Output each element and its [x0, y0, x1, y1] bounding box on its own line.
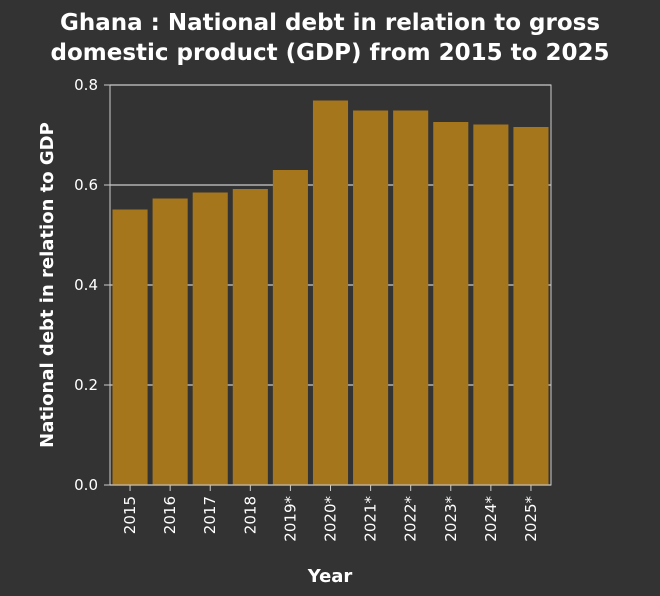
- bar-2018: [232, 189, 268, 485]
- x-tick-label: 2024*: [482, 496, 500, 542]
- chart-title-line-2: domestic product (GDP) from 2015 to 2025: [51, 40, 610, 66]
- bar-2015: [112, 209, 148, 485]
- y-tick-label: 0.6: [74, 176, 98, 194]
- plot-frame: [109, 84, 552, 486]
- axes: [104, 84, 552, 491]
- x-tick-label: 2023*: [442, 496, 460, 542]
- bar-2023: [433, 122, 469, 485]
- x-tick-label: 2016: [161, 496, 179, 534]
- x-tick-label: 2018: [241, 496, 259, 534]
- bar-2025: [513, 127, 549, 485]
- y-tick-label: 0.8: [74, 76, 98, 94]
- bar-2020: [312, 100, 349, 485]
- y-tick-label: 0.2: [74, 376, 98, 394]
- x-tick-label: 2025*: [522, 496, 540, 542]
- x-tick-label: 2017: [201, 496, 219, 534]
- bar-2022: [393, 110, 429, 485]
- x-tick-label: 2015: [121, 496, 139, 534]
- chart-title-line-1: Ghana : National debt in relation to gro…: [60, 10, 600, 36]
- x-axis-title: Year: [307, 566, 353, 587]
- bar-2021: [353, 110, 389, 485]
- y-tick-label: 0.4: [74, 276, 98, 294]
- y-tick-labels: 0.0 0.2 0.4 0.6 0.8: [74, 76, 98, 494]
- bar-2017: [192, 192, 228, 485]
- x-tick-label: 2021*: [362, 496, 380, 542]
- bar-2024: [473, 124, 509, 485]
- bar-2019: [272, 170, 308, 485]
- bars: [112, 100, 549, 485]
- x-tick-label: 2022*: [402, 496, 420, 542]
- x-tick-label: 2020*: [322, 496, 340, 542]
- bar-2016: [152, 198, 188, 485]
- y-axis-title: National debt in relation to GDP: [37, 122, 58, 448]
- y-tick-label: 0.0: [74, 476, 98, 494]
- x-tick-label: 2019*: [281, 496, 299, 542]
- x-tick-labels: 2015 2016 2017 2018 2019* 2020* 2021* 2022* 2023…: [121, 496, 540, 542]
